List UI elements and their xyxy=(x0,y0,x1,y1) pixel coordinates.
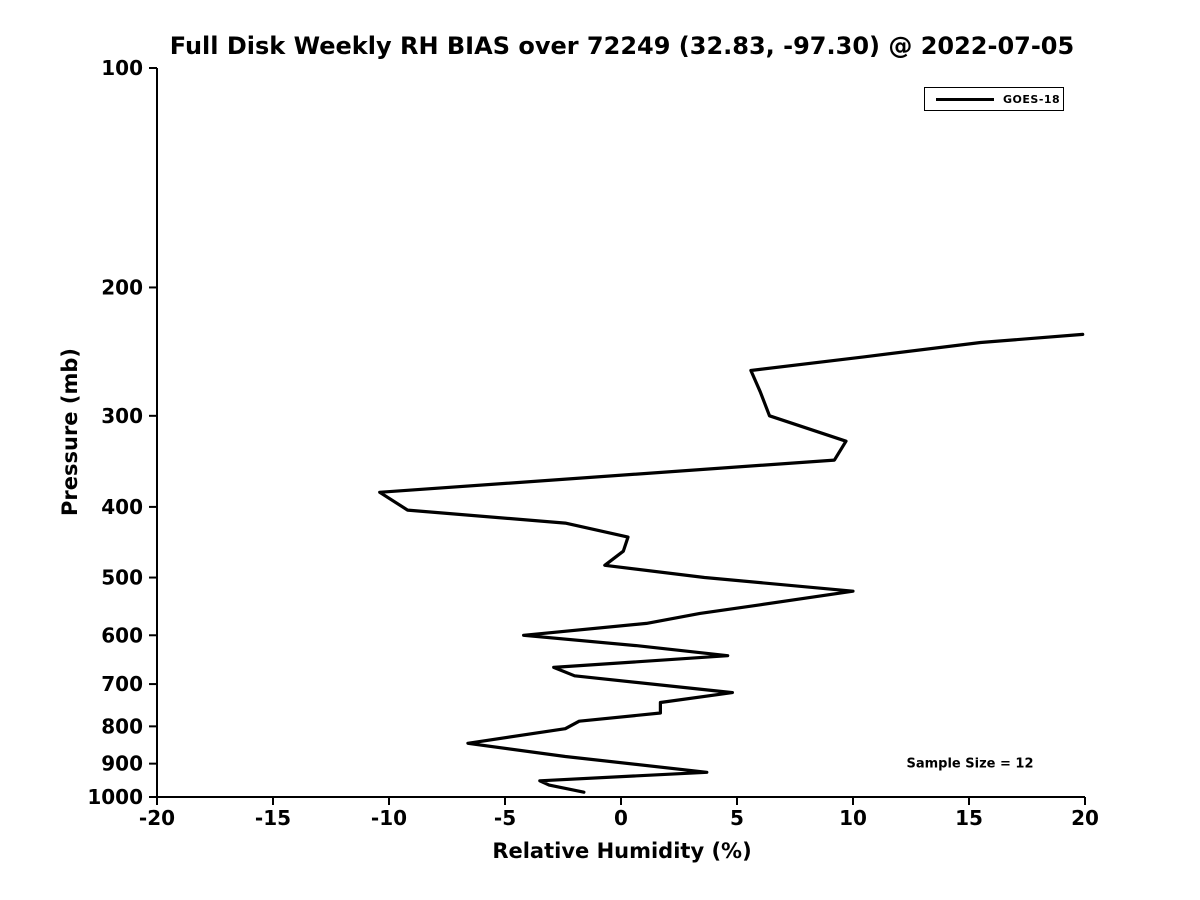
x-tick-label: 0 xyxy=(614,806,628,830)
y-tick-label: 900 xyxy=(101,752,143,776)
sample-size-label: Sample Size = 12 xyxy=(906,756,1034,772)
y-tick-label: 500 xyxy=(101,566,143,590)
x-tick-label: 20 xyxy=(1071,806,1099,830)
x-tick-label: -15 xyxy=(255,806,291,830)
legend-line-sample xyxy=(936,97,994,101)
y-tick-label: 300 xyxy=(101,404,143,428)
axes xyxy=(156,68,1085,798)
y-tick-label: 800 xyxy=(101,714,143,738)
y-tick-label: 1000 xyxy=(87,785,143,809)
x-tick-label: -20 xyxy=(139,806,175,830)
x-tick-label: 15 xyxy=(955,806,983,830)
rh-bias-line xyxy=(378,332,1085,794)
y-tick-label: 200 xyxy=(101,275,143,299)
tick-marks xyxy=(149,67,1086,805)
x-tick-label: 5 xyxy=(730,806,744,830)
legend-label: GOES-18 xyxy=(1003,92,1061,106)
x-tick-label: 10 xyxy=(839,806,867,830)
legend-box: GOES-18 xyxy=(924,87,1064,111)
tick-labels: -20 -15 -10 -5 0 5 10 15 20 100 200 300 400 500 600 700… xyxy=(87,56,1099,830)
x-tick-label: -5 xyxy=(494,806,516,830)
x-tick-label: -10 xyxy=(371,806,407,830)
y-tick-label: 600 xyxy=(101,623,143,647)
y-tick-label: 100 xyxy=(101,56,143,80)
x-axis-label: Relative Humidity (%) xyxy=(492,839,752,863)
y-tick-label: 400 xyxy=(101,495,143,519)
chart-title: Full Disk Weekly RH BIAS over 72249 (32.… xyxy=(169,32,1075,60)
y-tick-label: 700 xyxy=(101,672,143,696)
